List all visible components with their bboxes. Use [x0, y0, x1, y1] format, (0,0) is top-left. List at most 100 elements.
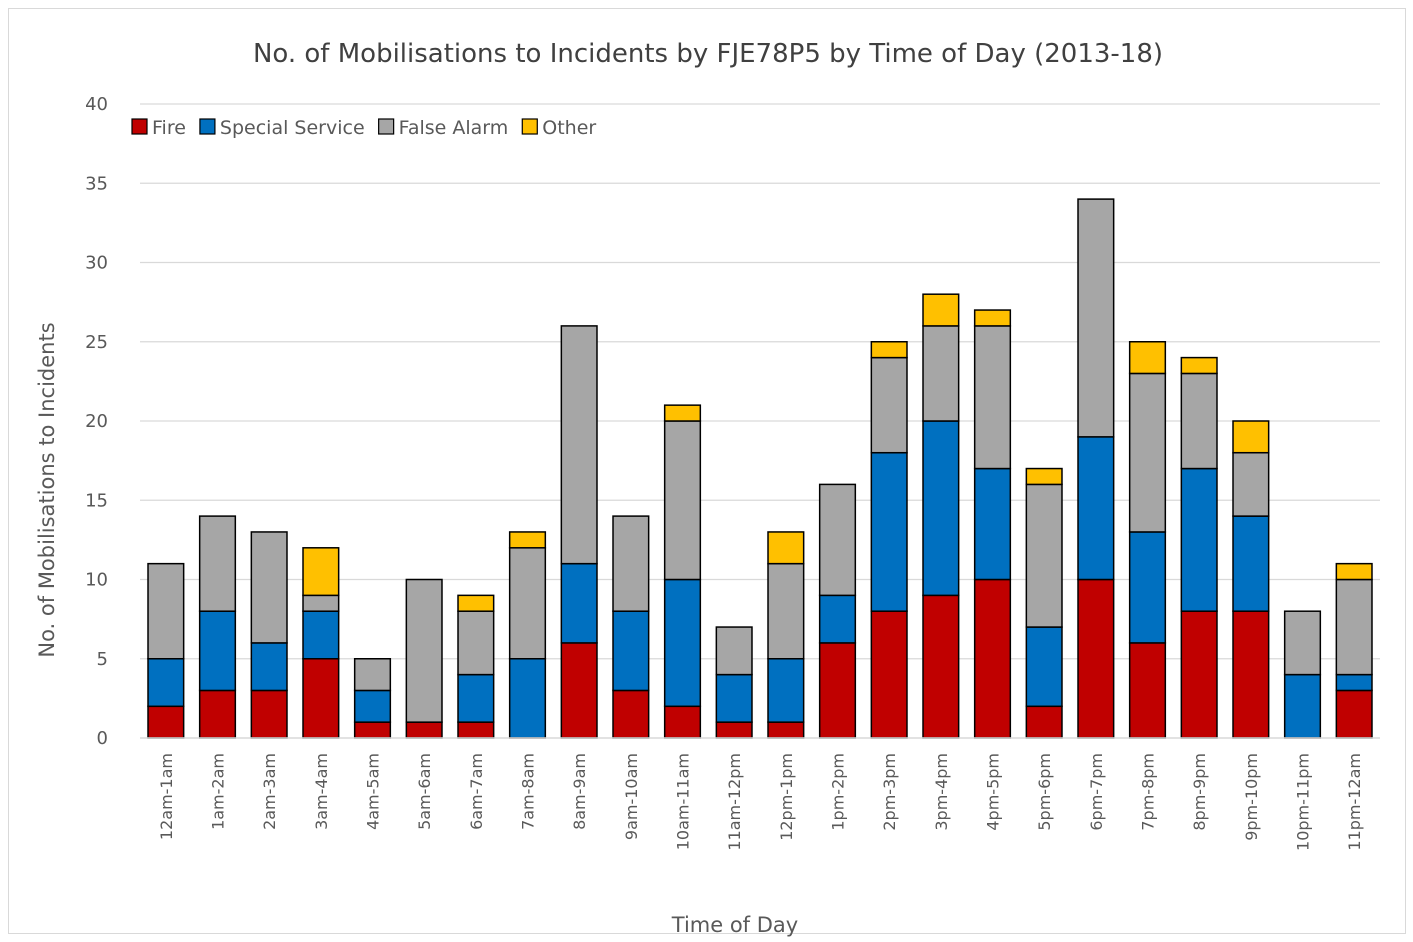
legend-swatch-other: [521, 118, 538, 135]
bar-segment-fire: [1128, 642, 1167, 739]
y-axis-title: No. of Mobilisations to Incidents: [35, 322, 59, 657]
bar-segment-special-service: [198, 610, 237, 692]
bar-segment-special-service: [1128, 531, 1167, 644]
bar-segment-special-service: [715, 673, 753, 723]
x-axis-title: Time of Day: [671, 913, 798, 937]
bar-segment-other: [302, 547, 340, 597]
bar-segment-special-service: [1232, 515, 1270, 612]
bar-segment-fire: [663, 705, 702, 739]
y-tick-label: 40: [85, 94, 108, 115]
x-tick-label: 10pm-11pm: [1294, 753, 1313, 851]
x-tick-label: 11am-12pm: [725, 753, 744, 851]
bar-segment-fire: [870, 610, 908, 739]
bar-segment-special-service: [302, 610, 340, 660]
legend: Fire Special Service False Alarm Other: [131, 117, 596, 139]
bar-segment-false-alarm: [612, 515, 650, 612]
y-tick-label: 35: [85, 173, 108, 194]
x-tick-label: 3pm-4pm: [932, 753, 951, 831]
x-tick-label: 6pm-7pm: [1087, 753, 1106, 831]
bar-segment-special-service: [147, 658, 185, 708]
bar-segment-special-service: [250, 642, 288, 692]
bar-segment-fire: [302, 658, 340, 739]
bar-segment-false-alarm: [560, 325, 598, 565]
y-tick-label: 20: [85, 411, 108, 432]
chart-frame: [8, 8, 1406, 934]
bar-segment-false-alarm: [1335, 578, 1373, 676]
bar-segment-other: [767, 531, 805, 565]
chart-title: No. of Mobilisations to Incidents by FJE…: [253, 39, 1163, 69]
y-tick-label: 0: [97, 728, 108, 749]
bar-segment-false-alarm: [457, 610, 495, 676]
bar-segment-false-alarm: [663, 420, 702, 581]
legend-label-special-service: Special Service: [220, 117, 365, 139]
x-tick-label: 5am-6am: [415, 753, 434, 830]
bar-segment-fire: [1077, 578, 1115, 739]
bar-segment-fire: [1180, 610, 1218, 739]
bar-segment-false-alarm: [715, 626, 753, 676]
bar-segment-fire: [1335, 689, 1373, 739]
bar-segment-fire: [147, 705, 185, 739]
bar-segment-special-service: [870, 451, 908, 612]
bar-segment-fire: [457, 721, 495, 739]
bar-segment-other: [973, 309, 1012, 327]
y-axis-ticks: 0 5 10 15 20 25 30 35 40: [85, 94, 108, 749]
x-tick-label: 5pm-6pm: [1035, 753, 1054, 831]
legend-label-false-alarm: False Alarm: [399, 117, 509, 139]
bar-segment-false-alarm: [818, 483, 857, 597]
bars: [147, 198, 1373, 739]
x-tick-label: 9am-10am: [622, 753, 641, 840]
x-tick-label: 3am-4am: [312, 753, 331, 830]
bar-segment-special-service: [508, 658, 547, 739]
bar-segment-other: [922, 293, 960, 327]
legend-label-fire: Fire: [152, 117, 186, 139]
y-tick-label: 15: [85, 490, 108, 511]
bar-segment-special-service: [973, 467, 1012, 581]
bar-segment-special-service: [663, 578, 702, 708]
bar-segment-other: [870, 341, 908, 359]
bar-segment-fire: [1025, 705, 1063, 739]
x-tick-label: 7pm-8pm: [1139, 753, 1158, 831]
legend-swatch-false-alarm: [378, 118, 395, 135]
bar-segment-special-service: [612, 610, 650, 692]
x-tick-label: 8am-9am: [570, 753, 589, 830]
y-tick-label: 10: [85, 570, 108, 591]
bar-segment-false-alarm: [922, 325, 960, 422]
bar-segment-false-alarm: [353, 658, 392, 692]
bar-segment-fire: [715, 721, 753, 739]
bar-segment-fire: [560, 642, 598, 739]
bar-segment-other: [1232, 420, 1270, 454]
y-tick-label: 5: [97, 649, 108, 670]
x-tick-label: 10am-11am: [674, 753, 693, 850]
bar-segment-special-service: [818, 594, 857, 644]
x-tick-label: 1pm-2pm: [829, 753, 848, 831]
x-tick-label: 4pm-5pm: [984, 753, 1003, 831]
bar-segment-fire: [198, 689, 237, 739]
bar-segment-false-alarm: [973, 325, 1012, 470]
x-tick-label: 12pm-1pm: [777, 753, 796, 841]
bar-segment-other: [1180, 356, 1218, 375]
bar-segment-false-alarm: [1077, 198, 1115, 438]
y-tick-label: 30: [85, 253, 108, 274]
x-tick-label: 7am-8am: [519, 753, 538, 830]
bar-segment-fire: [250, 689, 288, 739]
bar-segment-false-alarm: [250, 531, 288, 644]
bar-segment-fire: [818, 642, 857, 739]
x-axis-ticks: 12am-1am 1am-2am 2am-3am 3am-4am 4am-5am 5am-…: [157, 753, 1364, 851]
bar-segment-special-service: [1077, 436, 1115, 581]
bar-segment-false-alarm: [1025, 483, 1063, 628]
bar-segment-other: [1335, 562, 1373, 581]
bar-segment-false-alarm: [405, 578, 443, 723]
legend-label-other: Other: [542, 117, 596, 139]
x-tick-label: 11pm-12am: [1345, 753, 1364, 851]
bar-segment-fire: [612, 689, 650, 739]
x-tick-label: 4am-5am: [364, 753, 383, 830]
bar-segment-fire: [405, 721, 443, 739]
bar-segment-false-alarm: [1232, 451, 1270, 517]
bar-segment-fire: [922, 594, 960, 739]
bar-segment-other: [1128, 341, 1167, 375]
bar-segment-fire: [353, 721, 392, 739]
bar-segment-fire: [767, 721, 805, 739]
bar-segment-other: [663, 404, 702, 422]
bar-segment-false-alarm: [198, 515, 237, 612]
